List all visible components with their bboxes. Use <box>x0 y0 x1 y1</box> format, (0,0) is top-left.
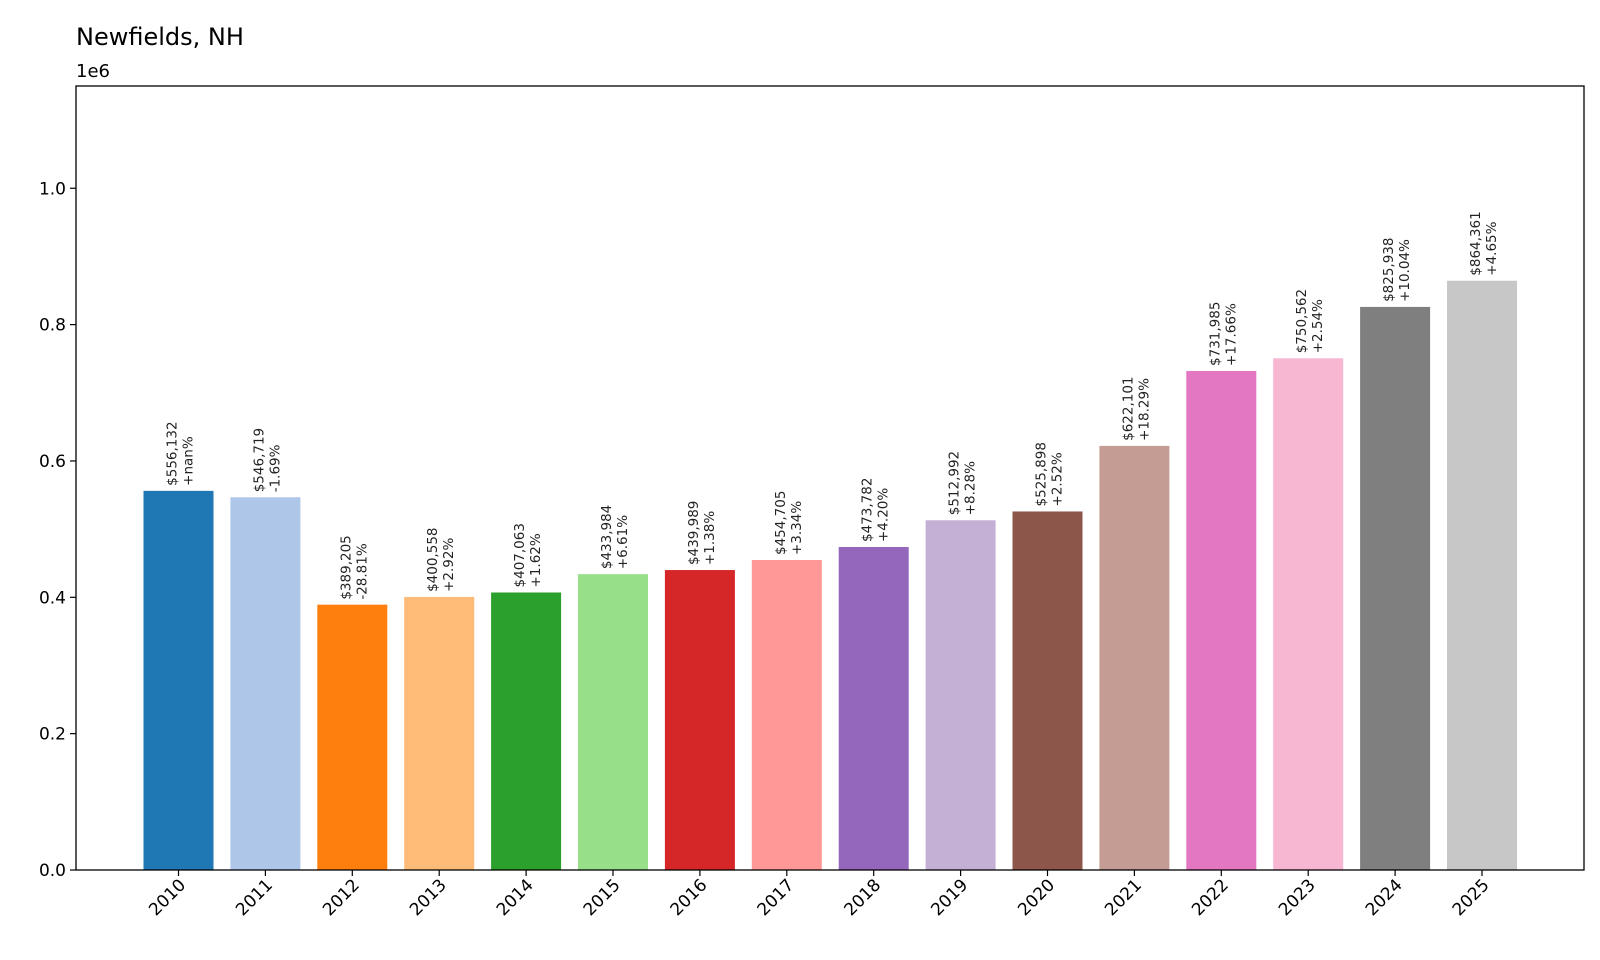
bar-value-label-2023: $750,562 <box>1294 289 1310 353</box>
x-tick-label-2019: 2019 <box>927 875 972 920</box>
bar-value-label-2019: $512,992 <box>947 451 963 515</box>
bar-2019 <box>925 520 996 870</box>
bar-change-label-2020: +2.52% <box>1050 452 1066 506</box>
bar-change-label-2014: +1.62% <box>528 533 544 587</box>
bar-2015 <box>578 574 648 870</box>
bar-value-label-2013: $400,558 <box>425 527 441 591</box>
bar-2013 <box>404 596 475 870</box>
bar-2018 <box>838 547 909 870</box>
bar-2022 <box>1186 370 1257 870</box>
x-tick-label-2010: 2010 <box>145 875 190 920</box>
x-tick-label-2022: 2022 <box>1188 875 1233 920</box>
chart-title: Newfields, NH <box>76 23 244 51</box>
bar-change-label-2022: +17.66% <box>1223 303 1239 366</box>
bar-2025 <box>1447 280 1517 871</box>
y-tick-label-5: 1.0 <box>39 179 66 199</box>
bar-2011 <box>230 497 301 870</box>
x-tick-label-2021: 2021 <box>1101 875 1146 920</box>
bar-2023 <box>1273 358 1344 870</box>
bar-change-label-2019: +8.28% <box>963 461 979 515</box>
x-tick-label-2014: 2014 <box>493 875 538 920</box>
bar-value-label-2018: $473,782 <box>860 478 876 542</box>
bar-2010 <box>143 490 214 870</box>
x-tick-label-2017: 2017 <box>754 875 799 920</box>
bar-change-label-2025: +4.65% <box>1484 221 1500 275</box>
bar-change-label-2012: -28.81% <box>354 543 370 600</box>
bar-value-label-2014: $407,063 <box>512 523 528 587</box>
bar-change-label-2010: +nan% <box>181 436 197 486</box>
bar-change-label-2023: +2.54% <box>1310 299 1326 353</box>
y-axis: 0.0 0.2 0.4 0.6 0.8 1.0 <box>39 179 76 881</box>
bar-value-label-2012: $389,205 <box>338 535 354 599</box>
x-axis: 2010 2011 2012 2013 2014 2015 2016 2017 2018 2019… <box>145 870 1494 920</box>
y-tick-label-0: 0.0 <box>39 861 66 881</box>
y-axis-offset-label: 1e6 <box>76 61 110 82</box>
bar-2012 <box>317 604 388 870</box>
bar-change-label-2016: +1.38% <box>702 511 718 565</box>
x-tick-label-2024: 2024 <box>1362 875 1407 920</box>
bar-2021 <box>1099 445 1170 870</box>
plot-frame <box>75 85 1585 871</box>
bar-2017 <box>751 560 822 870</box>
bar-change-label-2015: +6.61% <box>615 515 631 569</box>
bar-value-label-2020: $525,898 <box>1034 442 1050 506</box>
bar-change-label-2021: +18.29% <box>1136 378 1152 441</box>
x-tick-label-2015: 2015 <box>580 875 625 920</box>
x-tick-label-2016: 2016 <box>667 875 712 920</box>
bar-value-label-2024: $825,938 <box>1381 238 1397 302</box>
bar-2014 <box>491 592 562 870</box>
bar-change-label-2013: +2.92% <box>441 538 457 592</box>
bar-change-label-2018: +4.20% <box>876 488 892 542</box>
bar-value-label-2025: $864,361 <box>1468 211 1484 275</box>
bar-change-label-2024: +10.04% <box>1397 239 1413 302</box>
bar-value-label-2015: $433,984 <box>599 505 615 569</box>
bar-2024 <box>1360 306 1431 870</box>
x-tick-label-2012: 2012 <box>319 875 364 920</box>
y-tick-label-3: 0.6 <box>39 452 66 472</box>
x-tick-label-2018: 2018 <box>841 875 886 920</box>
x-tick-label-2013: 2013 <box>406 875 451 920</box>
bars-group <box>143 280 1517 871</box>
y-tick-label-2: 0.4 <box>39 588 66 608</box>
bar-2016 <box>664 570 735 870</box>
x-tick-label-2023: 2023 <box>1275 875 1320 920</box>
bar-value-label-2017: $454,705 <box>773 491 789 555</box>
bar-value-label-2016: $439,989 <box>686 501 702 565</box>
x-tick-label-2025: 2025 <box>1449 875 1494 920</box>
bar-value-label-2011: $546,719 <box>251 428 267 492</box>
y-tick-label-4: 0.8 <box>39 316 66 336</box>
bar-change-label-2011: -1.69% <box>267 444 283 492</box>
bar-labels-group: $556,132 +nan% $546,719 -1.69% $389,205 -28.8… <box>165 211 1501 599</box>
x-tick-label-2011: 2011 <box>232 875 277 920</box>
y-tick-label-1: 0.2 <box>39 725 66 745</box>
bar-value-label-2022: $731,985 <box>1207 302 1223 366</box>
bar-value-label-2010: $556,132 <box>165 421 181 485</box>
bar-2020 <box>1012 511 1083 870</box>
bar-change-label-2017: +3.34% <box>789 501 805 555</box>
bar-value-label-2021: $622,101 <box>1120 376 1136 440</box>
x-tick-label-2020: 2020 <box>1014 875 1059 920</box>
